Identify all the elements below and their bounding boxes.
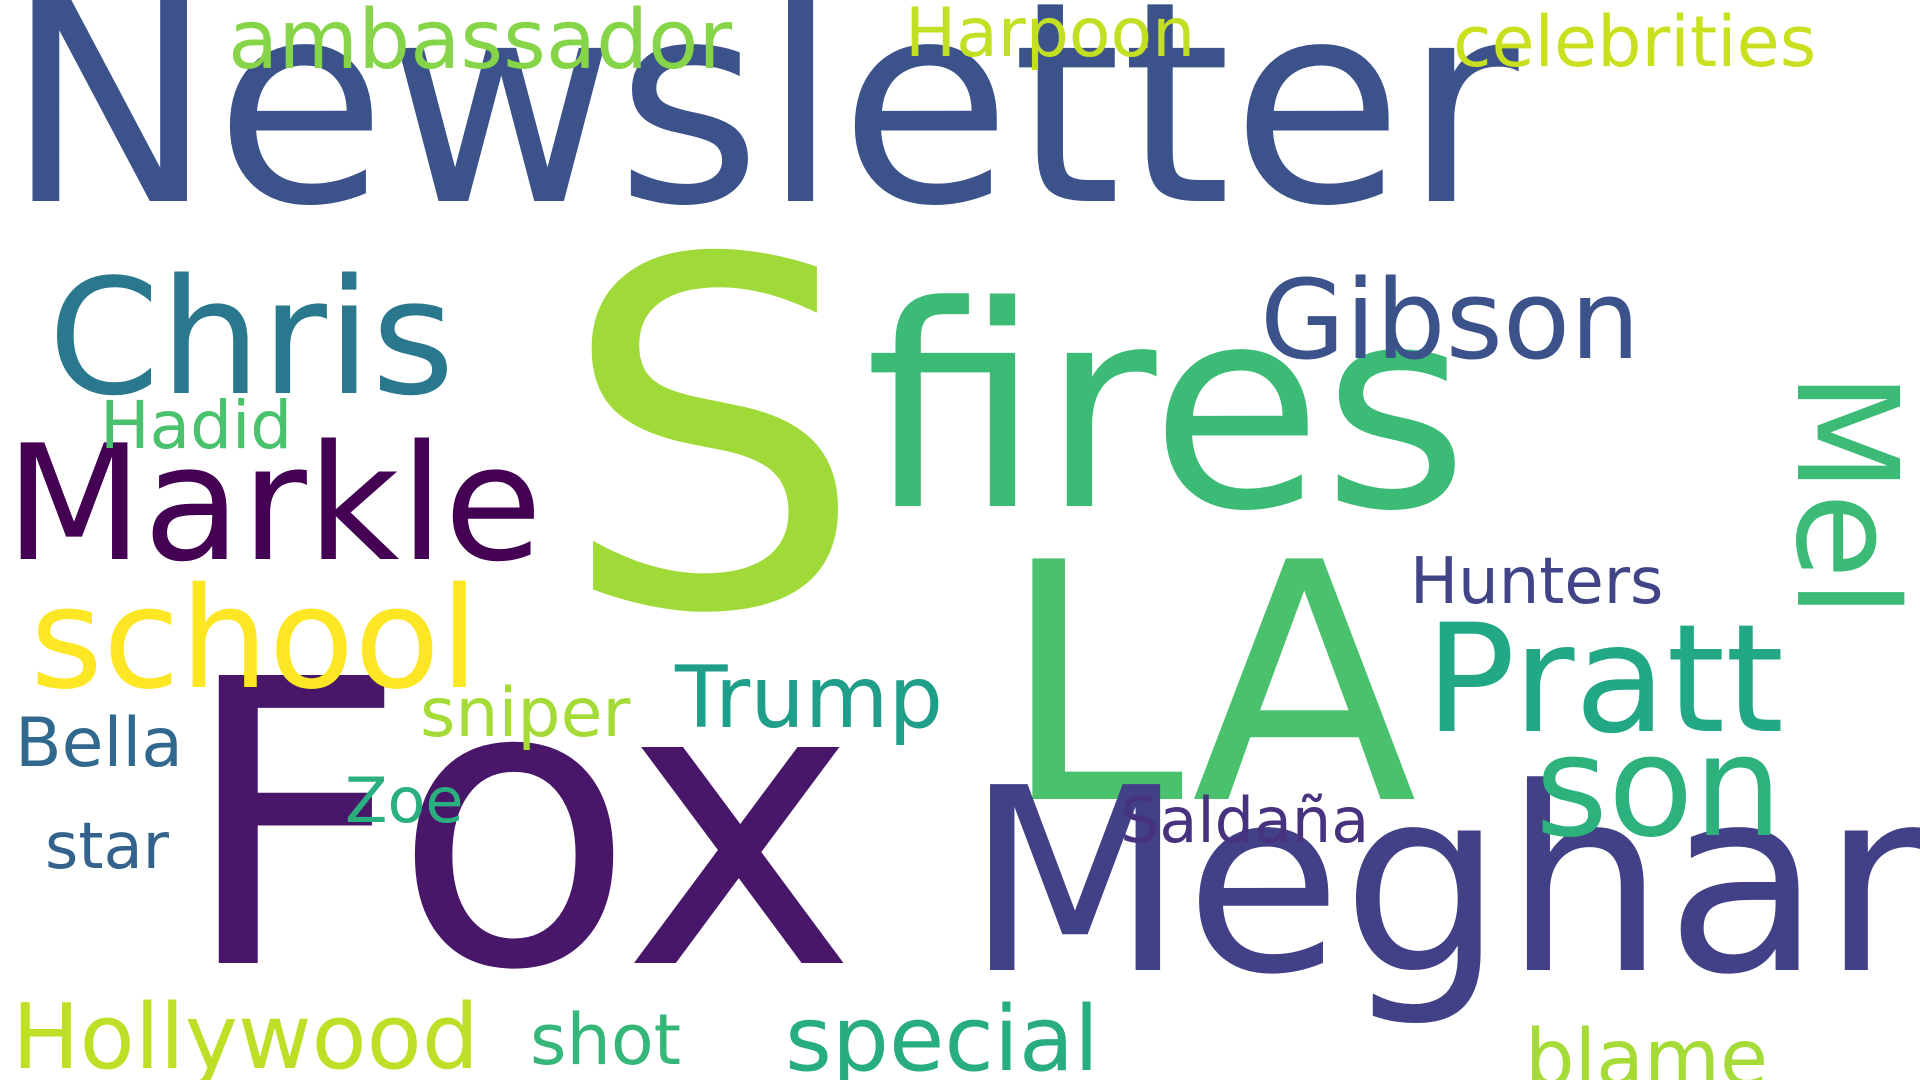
word-star: star (45, 810, 169, 884)
word-la: LA (1000, 493, 1418, 877)
word-zoe: Zoe (345, 764, 464, 837)
word-school: school (30, 558, 479, 721)
word-hadid: Hadid (100, 387, 293, 464)
word-bella: Bella (15, 704, 183, 783)
word-chris: Chris (48, 244, 455, 431)
word-fox: Fox (180, 597, 857, 1057)
word-sniper: sniper (420, 674, 631, 753)
word-blame: blame (1525, 1014, 1768, 1080)
word-meghan: Meghan (965, 734, 1920, 1031)
word-markle: Markle (5, 410, 543, 597)
word-son: son (1535, 706, 1783, 869)
word-special: special (785, 987, 1100, 1080)
word-trump: Trump (675, 648, 944, 748)
word-harpoon: Harpoon (905, 0, 1196, 73)
word-gibson: Gibson (1260, 256, 1640, 384)
word-s: S (560, 160, 865, 719)
word-shot: shot (530, 999, 682, 1080)
word-newsletter: Newsletter (5, 0, 1519, 268)
word-mel: Mel (1764, 372, 1920, 618)
word-hunters: Hunters (1410, 545, 1664, 619)
word-ambassador: ambassador (228, 0, 733, 88)
word-hollywood: Hollywood (12, 985, 479, 1080)
word-pratt: Pratt (1425, 593, 1785, 767)
word-fires: fires (865, 247, 1469, 573)
word-saldana: Saldaña (1120, 784, 1370, 857)
word-celebrities: celebrities (1453, 1, 1817, 83)
